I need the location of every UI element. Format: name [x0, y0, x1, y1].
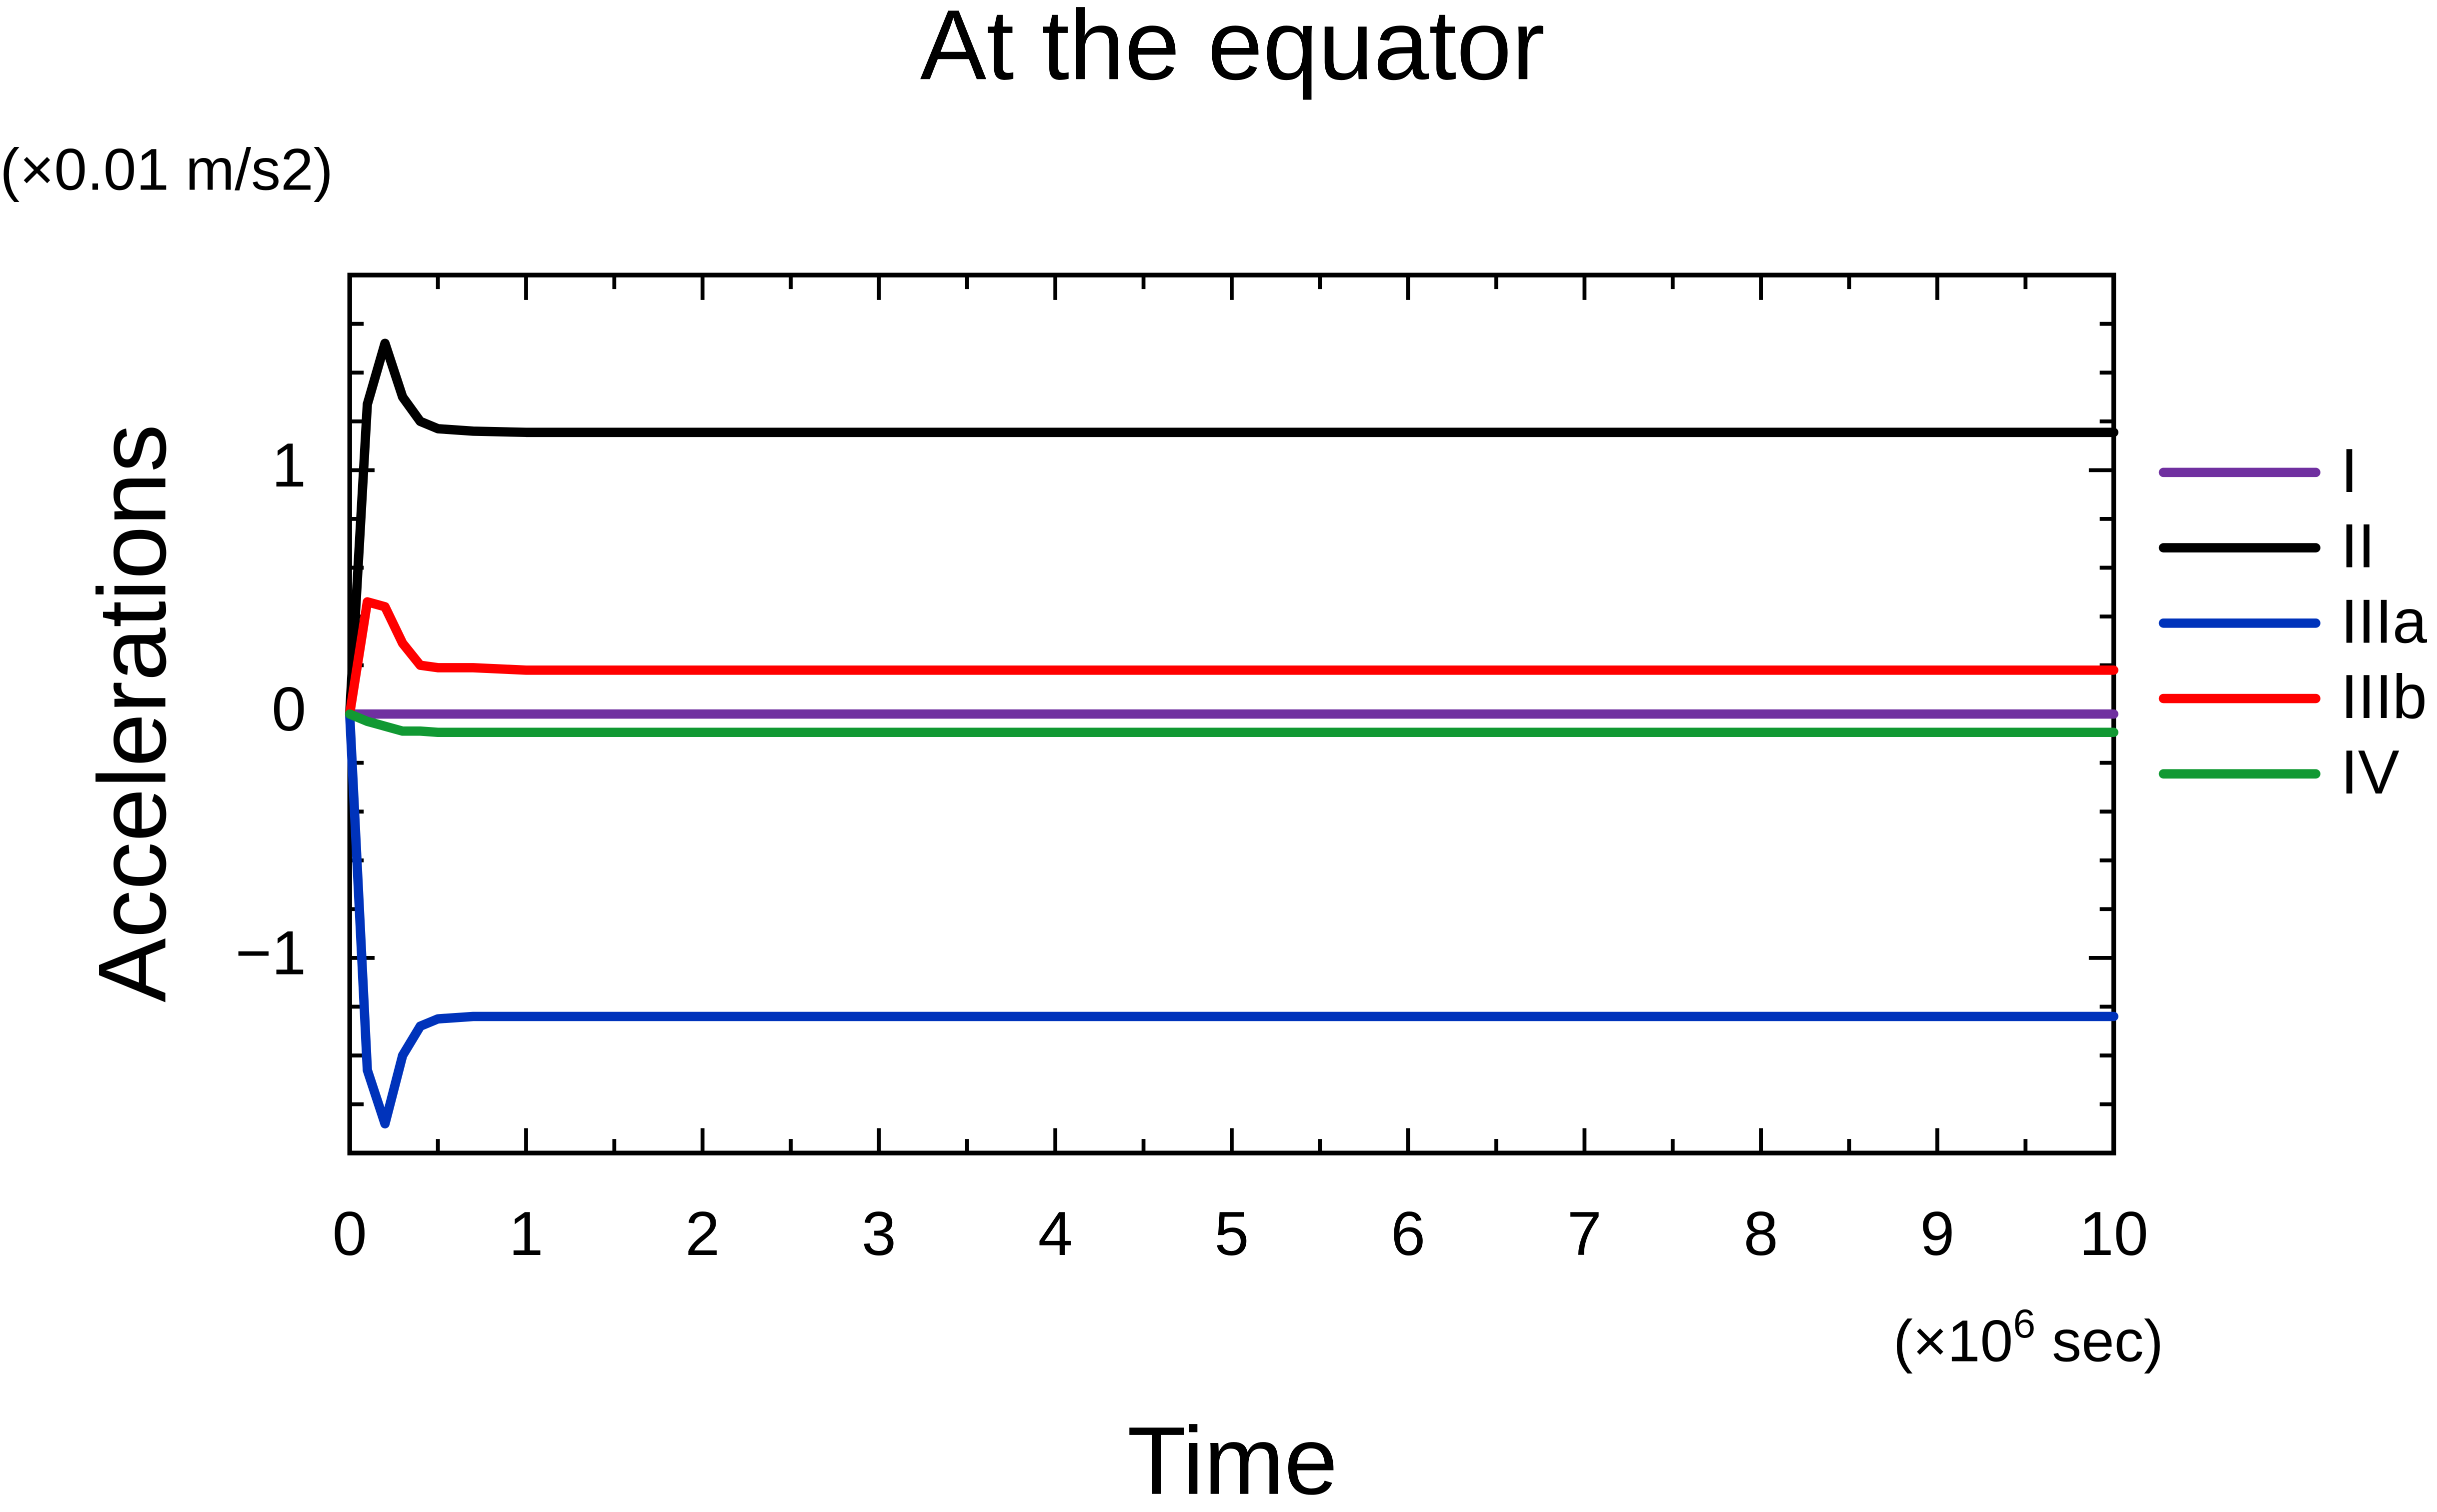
series-line	[345, 338, 2118, 719]
legend-label: IV	[2340, 738, 2399, 807]
x-unit: (×106 sec)	[1893, 1302, 2163, 1374]
x-tick-label: 9	[1920, 1199, 1954, 1268]
series-line	[345, 597, 2118, 719]
x-tick-label: 7	[1567, 1199, 1602, 1268]
y-tick-label: −1	[236, 918, 307, 988]
series-line	[345, 709, 2118, 1128]
x-tick-label: 5	[1214, 1199, 1249, 1268]
x-unit-exponent: 6	[2013, 1302, 2035, 1346]
legend-label: IIIb	[2340, 662, 2427, 732]
x-tick-label: 2	[685, 1199, 720, 1268]
x-tick-label: 4	[1038, 1199, 1073, 1268]
x-unit-prefix: (×10	[1893, 1308, 2013, 1374]
legend-label: I	[2340, 436, 2358, 506]
x-tick-label: 8	[1744, 1199, 1778, 1268]
x-unit-suffix: sec)	[2035, 1308, 2163, 1374]
y-axis-label: Accelerations	[79, 424, 186, 1002]
series-line	[345, 709, 2118, 737]
chart-title: At the equator	[920, 0, 1545, 100]
x-tick-label: 0	[333, 1199, 367, 1268]
y-tick-label: 0	[272, 674, 306, 744]
x-tick-label: 1	[509, 1199, 543, 1268]
y-tick-label: 1	[272, 430, 306, 500]
x-tick-label: 6	[1391, 1199, 1425, 1268]
x-tick-label: 3	[862, 1199, 896, 1268]
legend-label: II	[2340, 512, 2375, 581]
x-tick-label: 10	[2079, 1199, 2148, 1268]
legend-label: IIIa	[2340, 586, 2427, 656]
x-axis-label: Time	[1127, 1407, 1338, 1512]
y-unit: (×0.01 m/s2)	[0, 136, 333, 202]
